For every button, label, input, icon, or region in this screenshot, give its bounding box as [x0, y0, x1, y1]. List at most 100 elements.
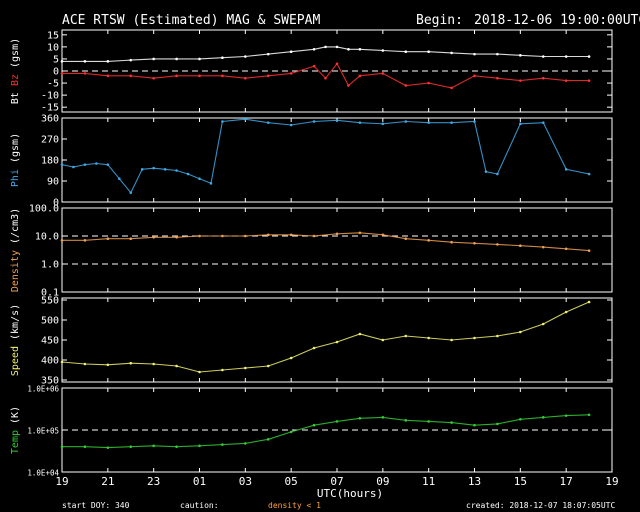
- data-point-speed-0-19: [496, 334, 499, 338]
- data-point-temp-0-10: [289, 430, 293, 434]
- data-point-phi-0-12: [198, 177, 201, 180]
- data-point-speed-0-0: [60, 360, 64, 364]
- y-tick-label-phi-3: 90: [47, 177, 59, 188]
- y-tick-label-density-2: 1.0: [41, 260, 59, 271]
- data-point-density-0-19: [496, 243, 499, 246]
- data-point-density-0-1: [83, 239, 87, 242]
- data-point-mag-0-14: [347, 47, 350, 51]
- data-point-phi-0-6: [129, 191, 133, 194]
- y-axis-label-part-mag-2: (gsm): [10, 38, 21, 74]
- data-point-mag-0-12: [324, 45, 327, 49]
- x-axis-label: UTC(hours): [317, 487, 383, 500]
- y-tick-label-temp-1: 1.0E+05: [27, 427, 59, 436]
- data-point-phi-0-2: [83, 163, 87, 166]
- y-axis-label-part-phi-1: (gsm): [10, 133, 21, 169]
- data-point-phi-0-1: [72, 165, 75, 169]
- data-point-mag-1-5: [175, 74, 178, 78]
- y-axis-label-part-mag-1: Bz: [10, 74, 21, 92]
- data-point-temp-0-13: [358, 416, 362, 420]
- data-point-temp-0-16: [427, 420, 430, 423]
- x-tick-label-4: 03: [239, 475, 252, 488]
- data-point-speed-0-15: [404, 334, 408, 338]
- y-tick-label-speed-4: 350: [41, 376, 59, 387]
- data-point-speed-0-2: [106, 363, 110, 367]
- y-tick-label-speed-2: 450: [41, 336, 59, 347]
- data-point-density-0-16: [427, 239, 430, 242]
- series-line-speed-0: [61, 301, 590, 373]
- data-point-speed-0-18: [473, 336, 476, 340]
- data-point-temp-0-12: [335, 420, 339, 423]
- data-point-mag-0-20: [473, 52, 476, 56]
- data-point-speed-0-17: [450, 338, 453, 342]
- y-tick-label-density-0: 100.0: [29, 204, 59, 215]
- data-point-speed-0-23: [587, 300, 591, 304]
- data-point-phi-0-10: [175, 169, 178, 172]
- x-tick-label-3: 01: [193, 475, 206, 488]
- data-point-density-0-2: [106, 237, 110, 241]
- y-axis-label-phi: Phi (gsm): [10, 133, 21, 187]
- data-point-mag-0-4: [152, 57, 155, 61]
- data-point-density-0-23: [587, 249, 591, 252]
- y-tick-label-phi-0: 360: [41, 114, 59, 125]
- y-axis-label-part-temp-0: Temp: [10, 430, 21, 454]
- data-point-mag-0-8: [244, 55, 247, 58]
- x-tick-label-7: 09: [376, 475, 389, 488]
- data-point-speed-0-7: [221, 368, 224, 372]
- data-point-temp-0-14: [381, 416, 385, 419]
- y-tick-label-mag-6: -15: [41, 103, 59, 114]
- data-point-phi-0-21: [381, 122, 385, 126]
- panel-speed: 550 500 450 400 350 Speed (km/s): [10, 296, 613, 387]
- y-axis-label-mag: Bt Bz (gsm): [10, 38, 21, 104]
- y-axis-label-part-speed-0: Speed: [10, 346, 21, 376]
- data-point-mag-0-7: [221, 56, 224, 60]
- y-tick-label-mag-1: 10: [47, 42, 59, 53]
- footer-created: created: 2018-12-07 18:07:05UTC: [466, 501, 615, 510]
- y-axis-label-part-mag-0: Bt: [10, 92, 21, 104]
- data-point-density-0-7: [221, 234, 224, 238]
- data-point-phi-0-17: [289, 123, 293, 127]
- data-point-density-0-6: [198, 234, 201, 238]
- data-point-phi-0-0: [60, 163, 64, 166]
- y-tick-label-mag-5: -10: [41, 91, 59, 102]
- data-point-mag-0-21: [496, 52, 499, 56]
- data-point-mag-1-20: [473, 74, 476, 78]
- data-point-speed-0-8: [244, 366, 247, 370]
- y-axis-label-part-phi-0: Phi: [10, 169, 21, 187]
- x-tick-label-12: 19: [605, 475, 618, 488]
- data-point-phi-0-29: [541, 121, 545, 124]
- data-point-temp-0-21: [541, 416, 545, 419]
- x-tick-label-0: 19: [55, 475, 68, 488]
- x-tick-label-11: 17: [560, 475, 573, 488]
- data-point-phi-0-7: [140, 168, 144, 171]
- data-point-temp-0-11: [312, 423, 316, 427]
- data-point-mag-1-6: [198, 74, 201, 78]
- data-point-speed-0-1: [83, 362, 87, 366]
- y-tick-label-mag-0: 15: [47, 30, 59, 41]
- x-tick-label-8: 11: [422, 475, 435, 488]
- data-point-mag-0-23: [541, 55, 545, 58]
- y-axis-label-density: Density (/cm3): [10, 208, 21, 292]
- data-point-density-0-18: [473, 241, 476, 245]
- data-point-phi-0-30: [564, 168, 568, 171]
- data-point-speed-0-13: [358, 332, 362, 336]
- data-point-speed-0-10: [289, 356, 293, 360]
- data-point-speed-0-22: [564, 310, 568, 314]
- data-point-mag-0-22: [519, 54, 522, 57]
- data-point-mag-1-3: [129, 74, 133, 78]
- y-axis-label-speed: Speed (km/s): [10, 304, 21, 376]
- data-point-density-0-17: [450, 240, 453, 244]
- y-tick-label-mag-2: 5: [53, 54, 59, 65]
- data-point-mag-1-2: [106, 74, 110, 78]
- data-point-phi-0-26: [484, 170, 488, 173]
- y-tick-label-speed-1: 500: [41, 316, 59, 327]
- y-tick-label-speed-0: 550: [41, 296, 59, 307]
- data-point-phi-0-3: [95, 162, 98, 165]
- data-point-temp-0-17: [450, 421, 453, 424]
- data-point-mag-1-14: [347, 84, 350, 87]
- data-point-mag-0-11: [312, 47, 316, 51]
- data-point-temp-0-23: [587, 413, 591, 417]
- data-point-density-0-21: [541, 245, 545, 249]
- data-point-speed-0-16: [427, 336, 430, 340]
- data-point-speed-0-6: [198, 370, 201, 374]
